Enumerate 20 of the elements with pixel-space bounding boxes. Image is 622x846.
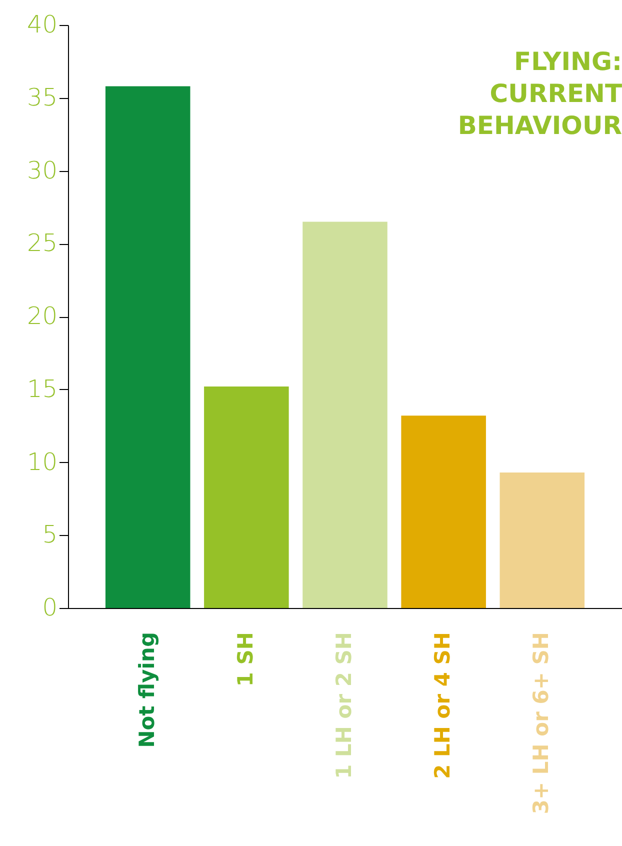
bar [500,472,585,608]
bar [204,386,289,608]
y-tick-label: 0 [42,594,58,622]
bar [401,416,486,608]
y-tick-label: 25 [26,229,58,258]
x-tick-label: 1 LH or 2 SH [332,632,356,779]
y-tick-label: 5 [42,520,58,549]
x-tick-label: Not flying [134,632,159,748]
y-tick-label: 10 [26,448,58,476]
text: FLYING: CURRENT BEHAVIOUR [458,47,622,140]
x-tick-label: 1 SH [233,632,258,687]
y-tick-label: 40 [26,10,58,38]
y-tick-label: 30 [26,156,58,184]
bar [105,86,190,608]
x-tick-label: 2 LH or 4 SH [430,632,455,779]
x-tick-label: 3+ LH or 6+ SH [529,632,554,814]
y-tick-label: 35 [26,83,58,112]
y-tick-label: 20 [26,302,58,330]
y-tick-label: 15 [26,374,58,403]
bar [302,222,388,608]
